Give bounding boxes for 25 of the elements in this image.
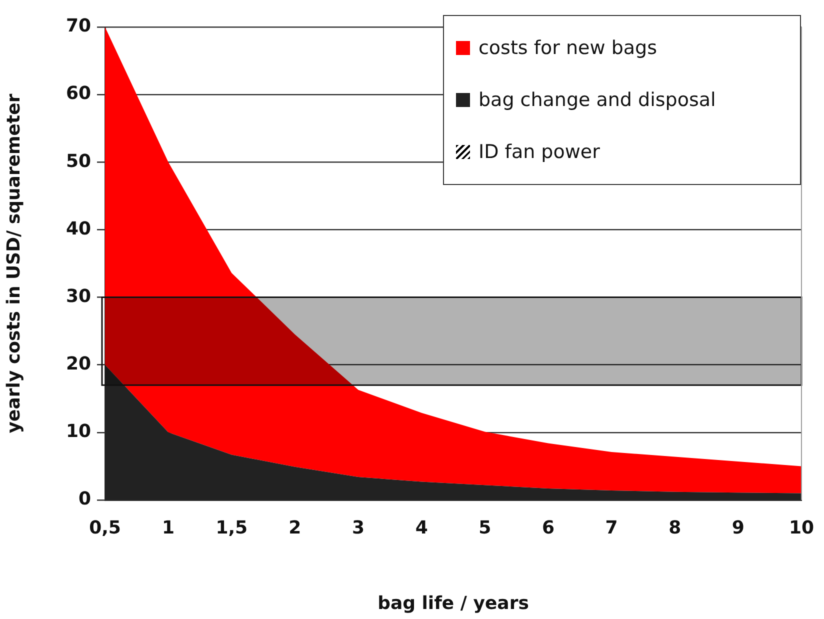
x-tick-label: 1,5	[216, 517, 248, 538]
x-tick-label: 3	[352, 517, 365, 538]
x-axis-title: bag life / years	[378, 592, 529, 614]
y-axis-title: yearly costs in USD/ squaremeter	[3, 94, 24, 434]
legend-label: costs for new bags	[478, 37, 657, 59]
x-tick-label: 2	[288, 517, 302, 538]
y-tick-label: 40	[66, 218, 91, 240]
y-tick-label: 20	[66, 354, 91, 375]
x-tick-label: 6	[542, 517, 554, 538]
y-tick-label: 0	[78, 488, 91, 510]
y-tick-label: 50	[66, 150, 91, 172]
x-tick-label: 10	[788, 517, 814, 538]
x-tick-label: 8	[668, 517, 682, 538]
x-tick-label: 7	[605, 517, 618, 538]
legend-label: ID fan power	[478, 141, 600, 163]
x-tick-label: 4	[415, 517, 428, 538]
x-tick-label: 9	[732, 517, 744, 538]
x-tick-label: 0,5	[89, 517, 121, 538]
y-tick-label: 10	[66, 421, 91, 442]
y-tick-label: 30	[66, 286, 91, 307]
legend-label: bag change and disposal	[478, 89, 716, 111]
x-tick-label: 1	[162, 517, 175, 538]
y-tick-label: 70	[66, 16, 91, 37]
y-tick-label: 60	[66, 83, 91, 104]
x-tick-label: 5	[478, 517, 492, 538]
